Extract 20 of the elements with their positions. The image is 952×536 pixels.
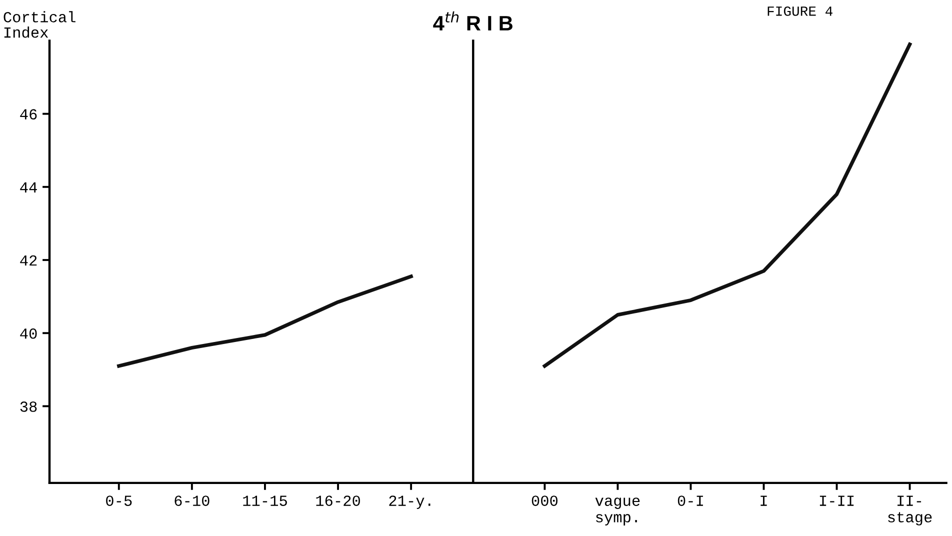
x-tick-label: 21-y. [389, 496, 430, 509]
x-tick-label: I-II [820, 496, 854, 506]
x-tick-label: 0-5 [106, 496, 132, 506]
x-tick-label: 6-10 [174, 496, 210, 506]
x-tick-label: 000 [532, 496, 558, 506]
y-tick-label: 42 [20, 255, 37, 266]
y-axis-title: Cortical Index [4, 11, 76, 38]
chart-title: 4$^{th}$ R I B [433, 11, 512, 30]
x-tick-label: II- stage [888, 496, 932, 526]
x-tick-label: I [760, 496, 767, 506]
caption: FIGURE 4 [768, 6, 832, 16]
x-tick-label: 16-20 [316, 496, 360, 506]
y-tick-label: 44 [20, 182, 37, 192]
x-tick-label: 11-15 [243, 496, 287, 506]
x-tick-label: 0-I [678, 496, 703, 506]
y-tick-label: 40 [20, 328, 37, 339]
y-tick-label: 46 [20, 109, 37, 120]
y-tick-label: 38 [20, 402, 37, 412]
line-series [117, 274, 413, 368]
x-tick-label: vague symp. [595, 498, 640, 526]
